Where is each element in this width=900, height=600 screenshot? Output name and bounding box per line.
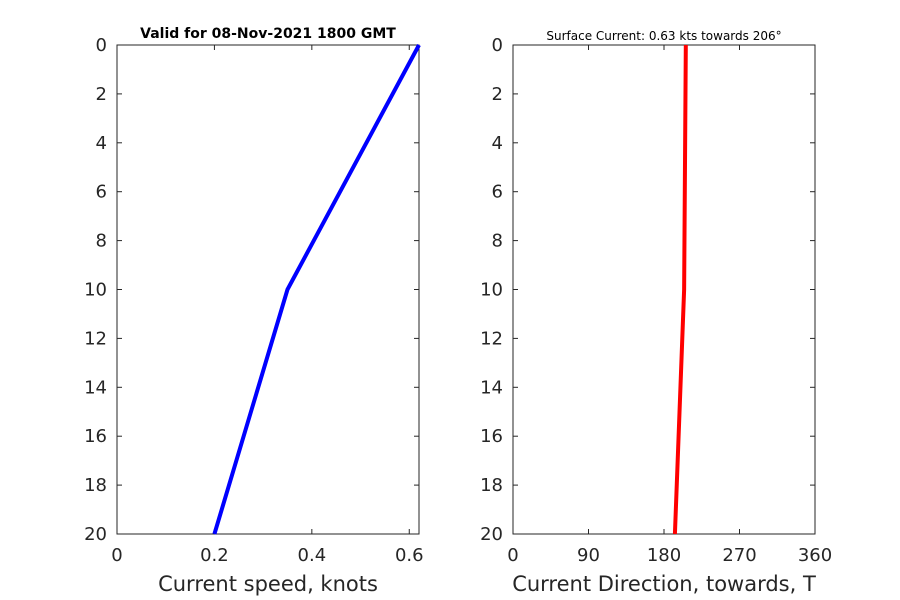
speed-x-axis-label: Current speed, knots	[158, 572, 378, 596]
speed-profile-line	[212, 44, 421, 535]
direction-y-tick-label: 0	[492, 35, 503, 56]
direction-panel: 0 2 4 6 8 10 12 14 16 18 20 0 90 180 270 360 Surface C…	[480, 29, 832, 596]
direction-y-tick-label: 8	[492, 231, 503, 252]
direction-x-axis-label: Current Direction, towards, T	[512, 572, 816, 596]
direction-y-tick-label: 10	[480, 280, 503, 301]
speed-x-tick-label: 0.2	[200, 545, 229, 566]
speed-y-tick-label: 18	[84, 475, 107, 496]
speed-y-tick-label: 0	[96, 35, 107, 56]
speed-y-tick-label: 16	[84, 426, 107, 447]
speed-y-tick-labels: 0 2 4 6 8 10 12 14 16 18 20	[84, 35, 107, 545]
speed-y-tick-label: 14	[84, 377, 107, 398]
direction-y-tick-label: 12	[480, 328, 503, 349]
direction-axes-box	[512, 44, 816, 535]
speed-y-tick-label: 4	[96, 133, 107, 154]
direction-x-tick-label: 180	[647, 545, 681, 566]
direction-x-tick-labels: 0 90 180 270 360	[507, 545, 832, 566]
direction-series	[672, 44, 688, 535]
speed-y-tick-label: 6	[96, 182, 107, 203]
speed-y-tick-label: 10	[84, 280, 107, 301]
speed-x-tick-labels: 0 0.2 0.4 0.6	[111, 545, 423, 566]
direction-x-tick-label: 360	[798, 545, 832, 566]
direction-y-tick-label: 20	[480, 524, 503, 545]
speed-panel: 0 2 4 6 8 10 12 14 16 18 20 0 0.2 0.4 0.6 Valid for 0…	[84, 26, 423, 596]
direction-profile-line	[672, 44, 688, 535]
direction-y-tick-label: 16	[480, 426, 503, 447]
direction-x-tick-label: 90	[577, 545, 600, 566]
direction-x-tick-label: 270	[722, 545, 756, 566]
speed-x-tick-label: 0.4	[298, 545, 327, 566]
speed-x-tick-label: 0	[111, 545, 122, 566]
direction-tick-marks	[512, 44, 816, 535]
speed-y-tick-label: 20	[84, 524, 107, 545]
speed-series	[212, 44, 421, 535]
direction-y-tick-label: 2	[492, 84, 503, 105]
direction-y-tick-labels: 0 2 4 6 8 10 12 14 16 18 20	[480, 35, 503, 545]
direction-x-tick-label: 0	[507, 545, 518, 566]
direction-chart-title: Surface Current: 0.63 kts towards 206°	[546, 29, 781, 43]
speed-x-tick-label: 0.6	[395, 545, 424, 566]
direction-y-tick-label: 4	[492, 133, 503, 154]
speed-y-tick-label: 2	[96, 84, 107, 105]
direction-y-tick-label: 6	[492, 182, 503, 203]
speed-chart-title: Valid for 08-Nov-2021 1800 GMT	[140, 26, 396, 42]
speed-axes-box	[116, 44, 420, 535]
speed-y-tick-label: 8	[96, 231, 107, 252]
speed-y-tick-label: 12	[84, 328, 107, 349]
direction-y-tick-label: 14	[480, 377, 503, 398]
direction-y-tick-label: 18	[480, 475, 503, 496]
